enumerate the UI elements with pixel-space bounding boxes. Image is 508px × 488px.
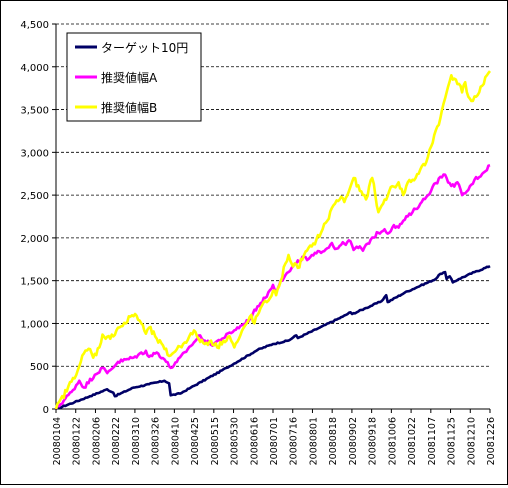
x-tick-label: 20081226 [486,417,497,465]
y-axis: 0 500 1,000 1,500 2,000 2,500 3,000 3,500 4,000 4… [20,20,57,416]
x-tick-label: 20080616 [249,417,260,465]
x-axis: 20080104 20080122 20080206 20080222 20080310… [52,408,497,465]
y-tick-label: 1,000 [20,319,49,330]
y-tick-label: 4,500 [20,20,49,31]
x-tick-label: 20080818 [328,417,339,465]
x-tick-label: 20080104 [52,417,63,465]
x-tick-label: 20081210 [466,417,477,465]
x-tick-label: 20080222 [111,417,122,465]
y-tick-label: 0 [43,405,49,416]
x-tick-label: 20080716 [289,417,300,465]
x-tick-label: 20081125 [447,417,458,465]
series-lines [54,70,492,411]
x-tick-label: 20080410 [170,417,181,465]
x-tick-label: 20080310 [131,417,142,465]
x-tick-label: 20080530 [230,417,241,465]
series-line-3 [54,70,492,410]
legend-label-1: ターゲット10円 [101,41,188,55]
x-tick-label: 20081107 [427,417,438,465]
x-tick-label: 20080801 [308,417,319,465]
y-tick-label: 2,000 [20,234,49,245]
x-tick-label: 20080701 [269,417,280,465]
x-tick-label: 20080515 [210,417,221,465]
x-tick-label: 20081022 [407,417,418,465]
x-tick-label: 20080122 [72,417,83,465]
x-tick-label: 20081006 [387,417,398,465]
x-tick-label: 20080425 [190,417,201,465]
legend-label-2: 推奨値幅A [101,70,158,85]
x-tick-label: 20080326 [151,417,162,465]
y-tick-label: 1,500 [20,277,49,288]
x-tick-label: 20080902 [348,417,359,465]
legend-label-3: 推奨値幅B [101,100,157,115]
y-tick-label: 500 [30,362,49,373]
x-tick-label: 20080918 [368,417,379,465]
y-tick-label: 3,000 [20,148,49,159]
y-tick-label: 2,500 [20,191,49,202]
y-tick-label: 3,500 [20,106,49,117]
x-tick-label: 20080206 [91,417,102,465]
series-line-1 [55,264,491,411]
series-line-2 [54,163,491,410]
y-tick-label: 4,000 [20,63,49,74]
